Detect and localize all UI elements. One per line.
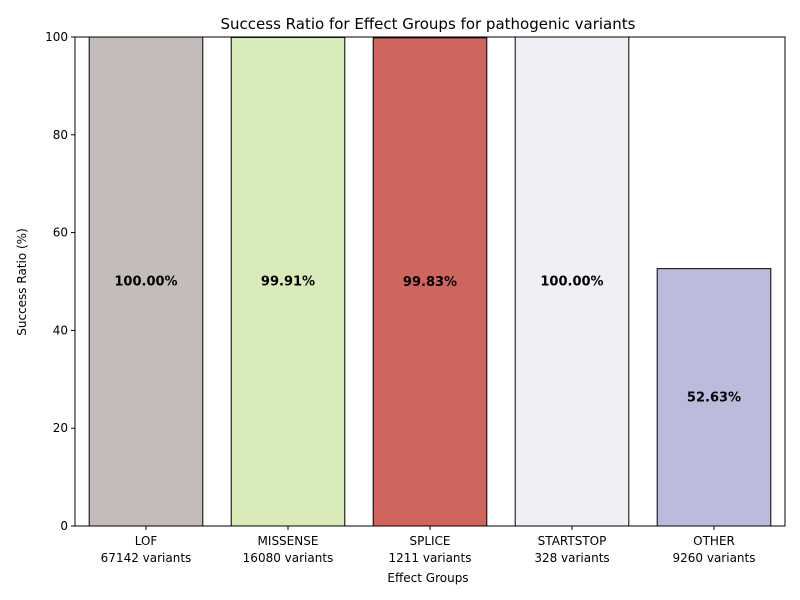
bar-lof [88,36,204,527]
x-tick-sublabel: 1211 variants [389,551,472,565]
bar-missense [230,36,346,527]
y-axis-label: Success Ratio (%) [15,228,29,336]
chart-title: Success Ratio for Effect Groups for path… [221,15,636,33]
value-label-missense: 99.91% [261,275,315,290]
x-tick-label: OTHER [693,534,735,548]
bar-startstop [514,36,630,527]
y-tick-label: 60 [53,226,68,240]
x-tick-label: LOF [135,534,158,548]
x-tick-sublabel: 16080 variants [243,551,334,565]
y-tick-label: 40 [53,323,68,337]
bars [88,36,772,527]
x-tick-sublabel: 328 variants [534,551,609,565]
bar-other [656,268,772,527]
x-tick-sublabel: 9260 variants [673,551,756,565]
value-label-startstop: 100.00% [540,275,603,290]
x-tick-label: SPLICE [409,534,450,548]
y-tick-label: 0 [60,519,68,533]
x-tick-label: MISSENSE [258,534,319,548]
x-axis: LOF 67142 variants MISSENSE 16080 variants S… [101,526,756,565]
y-tick-label: 20 [53,421,68,435]
y-tick-label: 100 [45,30,68,44]
value-label-lof: 100.00% [114,275,177,290]
x-axis-label: Effect Groups [387,571,468,585]
y-tick-label: 80 [53,128,68,142]
data-labels: 100.00% 99.91% 99.83% 100.00% 52.63% [114,275,741,406]
bar-splice [372,37,488,527]
y-axis: 0 20 40 60 80 100 [45,30,75,533]
x-tick-label: STARTSTOP [538,534,607,548]
value-label-splice: 99.83% [403,275,457,290]
value-label-other: 52.63% [687,390,741,405]
x-tick-sublabel: 67142 variants [101,551,192,565]
